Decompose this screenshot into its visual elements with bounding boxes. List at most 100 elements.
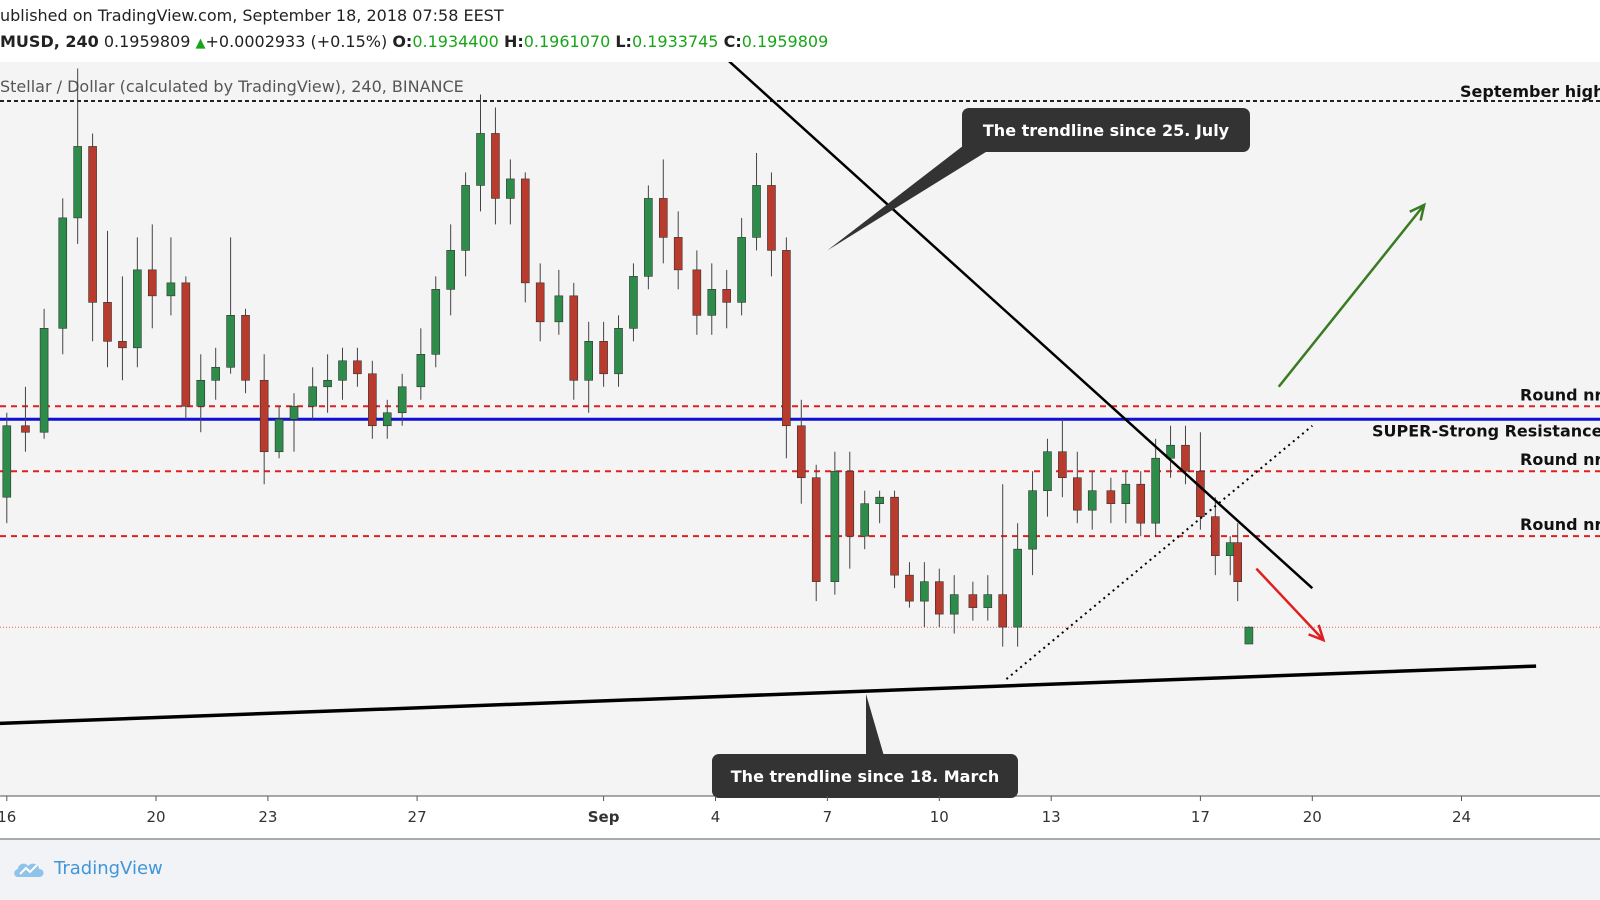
- candle-body-81: [1225, 542, 1235, 556]
- candle-body-31: [461, 185, 470, 251]
- candle-body-63: [949, 594, 959, 615]
- trendline-1: [0, 664, 1537, 726]
- tradingview-brand[interactable]: TradingView: [54, 858, 163, 879]
- footer-bar: TradingView: [0, 840, 1600, 900]
- candle-body-49: [737, 237, 746, 303]
- arrow-head-1: [1308, 624, 1326, 643]
- candle-body-56: [845, 470, 855, 537]
- up-triangle-icon: ▲: [195, 36, 206, 51]
- callout-box-1: [712, 754, 1018, 798]
- low-label: L:: [615, 32, 632, 51]
- change-value: +0.0002933 (+0.15%): [205, 32, 388, 51]
- level-label-4: Round nr: [1520, 515, 1600, 534]
- arrow-shaft-0: [1277, 204, 1426, 388]
- symbol-label: MUSD, 240: [0, 32, 99, 51]
- x-tick-label-7: 10: [930, 808, 949, 826]
- candle-body-15: [211, 366, 220, 381]
- trendline-2: [1005, 424, 1313, 680]
- candle-body-10: [133, 269, 142, 349]
- candle-body-59: [890, 496, 899, 576]
- candle-body-37: [554, 295, 564, 323]
- x-tick-label-8: 13: [1042, 808, 1061, 826]
- candle-body-82: [1233, 542, 1242, 582]
- candle-body-12: [166, 282, 176, 297]
- candle-body-73: [1106, 490, 1116, 504]
- level-label-1: Round nr: [1520, 385, 1600, 404]
- ohlc-legend: MUSD, 240 0.1959809 ▲+0.0002933 (+0.15%)…: [0, 32, 828, 51]
- candle-body-13: [181, 282, 191, 407]
- callout-pointer-1: [866, 694, 884, 756]
- candle-body-53: [796, 425, 806, 479]
- candle-body-68: [1028, 490, 1037, 550]
- candle-body-34: [506, 178, 515, 199]
- candle-body-33: [491, 133, 500, 199]
- close-value: 0.1959809: [741, 32, 829, 51]
- candle-body-44: [658, 198, 668, 238]
- candle-body-77: [1166, 444, 1175, 459]
- candlestick-chart[interactable]: Stellar / Dollar (calculated by TradingV…: [0, 62, 1600, 840]
- candle-body-62: [934, 581, 944, 615]
- candle-body-19: [274, 418, 284, 453]
- x-tick-label-2: 23: [258, 808, 277, 826]
- candle-body-55: [830, 470, 840, 582]
- candle-body-29: [431, 289, 441, 355]
- candle-body-43: [644, 198, 653, 277]
- candle-body-52: [782, 250, 791, 427]
- candle-body-21: [308, 386, 317, 407]
- candle-body-5: [58, 217, 68, 329]
- callout-pointer-0: [827, 142, 1002, 251]
- candle-body-2: [2, 425, 12, 498]
- tradingview-cloud-icon: [14, 863, 44, 877]
- last-price: 0.1959809: [103, 32, 191, 51]
- candle-body-54: [811, 477, 821, 582]
- x-tick-label-5: 4: [711, 808, 721, 826]
- arrow-shaft-1: [1255, 567, 1325, 641]
- candle-body-48: [722, 289, 731, 303]
- callout-text-0: The trendline since 25. July: [983, 121, 1230, 140]
- candle-body-25: [368, 373, 377, 427]
- candle-body-80: [1211, 516, 1220, 556]
- x-tick-label-10: 20: [1303, 808, 1322, 826]
- candle-body-20: [289, 405, 299, 420]
- candle-body-6: [73, 146, 82, 219]
- candle-body-79: [1196, 470, 1205, 517]
- candle-body-39: [584, 341, 593, 381]
- level-label-2: SUPER-Strong Resistance: [1372, 421, 1600, 440]
- candle-body-74: [1121, 483, 1131, 504]
- candle-body-75: [1136, 483, 1146, 524]
- candle-body-50: [752, 185, 761, 238]
- candle-body-23: [338, 360, 347, 381]
- candle-body-11: [147, 269, 157, 297]
- candle-body-16: [226, 315, 235, 368]
- candle-body-78: [1181, 444, 1190, 472]
- candle-body-26: [382, 412, 392, 427]
- candle-body-8: [103, 302, 112, 342]
- candle-body-40: [599, 341, 608, 375]
- candle-body-7: [88, 146, 97, 303]
- candle-body-38: [569, 295, 579, 381]
- candle-body-57: [860, 503, 870, 537]
- candle-body-47: [707, 289, 717, 316]
- candle-body-61: [920, 581, 929, 602]
- candle-body-18: [259, 379, 269, 453]
- chart-header: ublished on TradingView.com, September 1…: [0, 0, 1600, 62]
- candle-body-9: [118, 341, 127, 349]
- high-value: 0.1961070: [523, 32, 611, 51]
- candle-body-17: [241, 315, 250, 381]
- candle-body-76: [1151, 457, 1160, 524]
- published-caption: ublished on TradingView.com, September 1…: [0, 6, 504, 25]
- close-label: C:: [723, 32, 742, 51]
- candle-body-46: [692, 269, 702, 316]
- candle-body-66: [998, 594, 1008, 628]
- candle-body-3: [21, 425, 30, 433]
- candle-body-65: [983, 594, 993, 608]
- candle-body-71: [1073, 477, 1082, 511]
- callout-text-1: The trendline since 18. March: [731, 767, 999, 786]
- candle-body-4: [39, 328, 49, 433]
- low-value: 0.1933745: [631, 32, 719, 51]
- candle-body-69: [1043, 451, 1052, 492]
- candle-body-36: [535, 282, 545, 323]
- x-tick-label-3: 27: [408, 808, 427, 826]
- candle-body-35: [520, 178, 530, 284]
- callout-box-0: [962, 108, 1250, 152]
